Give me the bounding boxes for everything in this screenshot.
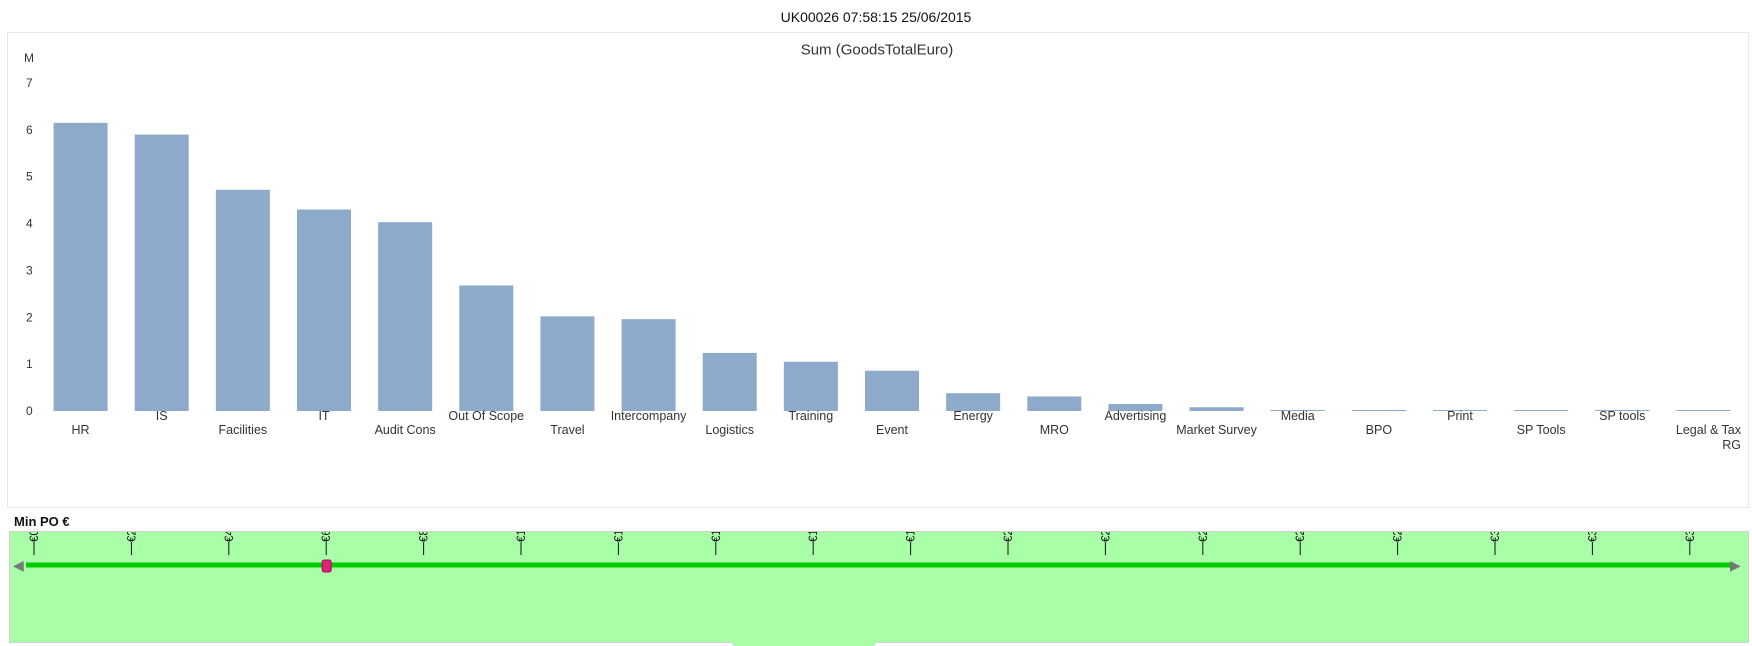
slider-label: Min PO € — [14, 514, 70, 529]
category-label: Training — [789, 409, 834, 423]
slider-tick-label: €2,600,000 — [1295, 532, 1307, 542]
bar[interactable] — [297, 209, 351, 411]
category-label: Energy — [953, 409, 993, 423]
slider-tick-label: €1,800,000 — [906, 532, 918, 542]
category-label: Facilities — [219, 423, 268, 437]
slider-right-arrow-icon[interactable]: ▶ — [1730, 558, 1741, 574]
slider-tick-label: €2,800,000 — [1393, 532, 1405, 542]
slider-tick-label: €2,400,000 — [1198, 532, 1210, 542]
slider-handle[interactable] — [321, 559, 332, 573]
slider-tick-label: €3,200,000 — [1587, 532, 1599, 542]
chart-title: Sum (GoodsTotalEuro) — [801, 41, 954, 58]
category-label: Logistics — [705, 423, 754, 437]
y-tick-label: 2 — [26, 310, 33, 324]
y-tick-label: 3 — [26, 263, 33, 277]
bar[interactable] — [783, 361, 838, 411]
slider-left-arrow-icon[interactable]: ◀ — [13, 558, 24, 574]
slider-tick-label: €2,000,000 — [1003, 532, 1015, 542]
category-label: Audit Cons — [375, 423, 436, 437]
bar[interactable] — [53, 122, 108, 411]
category-label: MRO — [1040, 423, 1069, 437]
y-axis-unit: M — [24, 51, 34, 65]
category-label: SP tools — [1599, 409, 1645, 423]
slider-tick-label: €0 — [29, 532, 41, 542]
bar[interactable] — [215, 189, 270, 411]
slider-tick-label: €2,200,000 — [1100, 532, 1112, 542]
bar[interactable] — [946, 393, 1001, 411]
slider-tick-label: €400,000 — [224, 532, 236, 542]
slider-tick-label: €200,000 — [126, 532, 138, 542]
bar[interactable] — [1351, 410, 1406, 411]
slider-tick-label: €1,200,000 — [613, 532, 625, 542]
bar[interactable] — [1108, 403, 1163, 411]
bar[interactable] — [865, 370, 919, 411]
chart-timestamp: UK00026 07:58:15 25/06/2015 — [780, 9, 972, 25]
slider-tick-label: €800,000 — [419, 532, 431, 542]
bar[interactable] — [1433, 410, 1487, 411]
category-label: Travel — [550, 423, 584, 437]
category-label: Event — [876, 423, 908, 437]
category-label: Advertising — [1105, 409, 1167, 423]
slider-scroll-indicator — [733, 641, 875, 646]
y-tick-label: 7 — [26, 76, 33, 90]
y-tick-label: 0 — [26, 404, 33, 418]
min-po-slider[interactable]: €0 €200,000 €400,000 €600,000 €800,000 €1,000… — [10, 532, 1748, 642]
bar[interactable] — [1676, 410, 1731, 411]
bar[interactable] — [540, 316, 595, 411]
bar[interactable] — [134, 134, 189, 411]
y-tick-label: 5 — [26, 170, 33, 184]
category-label: Intercompany — [611, 409, 687, 423]
slider-tick-label: €600,000 — [321, 532, 333, 542]
bar[interactable] — [1270, 410, 1325, 411]
category-label: Media — [1281, 409, 1315, 423]
bar[interactable] — [1189, 407, 1244, 411]
bar[interactable] — [702, 352, 757, 411]
bar[interactable] — [459, 285, 514, 411]
slider-tick-label: €1,000,000 — [516, 532, 528, 542]
slider-tick-label: €1,400,000 — [711, 532, 723, 542]
slider-tick-label: €1,600,000 — [808, 532, 820, 542]
y-tick-label: 6 — [26, 123, 33, 137]
min-po-slider-panel: €0 €200,000 €400,000 €600,000 €800,000 €1,000… — [9, 531, 1749, 643]
category-label: Legal & Tax RG — [1676, 423, 1742, 452]
slider-tick-label: €3,400,000 — [1685, 532, 1697, 542]
y-tick-label: 4 — [26, 217, 33, 231]
category-label: BPO — [1366, 423, 1393, 437]
bar-chart-panel: Sum (GoodsTotalEuro) M 0 1 2 3 4 5 6 7 HR IS Faci… — [7, 32, 1749, 508]
y-tick-label: 1 — [26, 357, 33, 371]
bar-chart: Sum (GoodsTotalEuro) M 0 1 2 3 4 5 6 7 HR IS Faci… — [24, 41, 1742, 452]
category-label: HR — [72, 423, 90, 437]
category-label: Print — [1447, 409, 1473, 423]
slider-tick-label: €3,000,000 — [1490, 532, 1502, 542]
category-label: Out Of Scope — [448, 409, 524, 423]
category-label: SP Tools — [1517, 423, 1566, 437]
category-label: Market Survey — [1176, 423, 1257, 437]
category-label: IS — [156, 409, 168, 423]
category-label: IT — [318, 409, 329, 423]
bar[interactable] — [378, 222, 433, 411]
bar[interactable] — [621, 319, 676, 411]
bar[interactable] — [1027, 396, 1082, 411]
bar[interactable] — [1595, 410, 1650, 411]
bar[interactable] — [1514, 410, 1569, 411]
